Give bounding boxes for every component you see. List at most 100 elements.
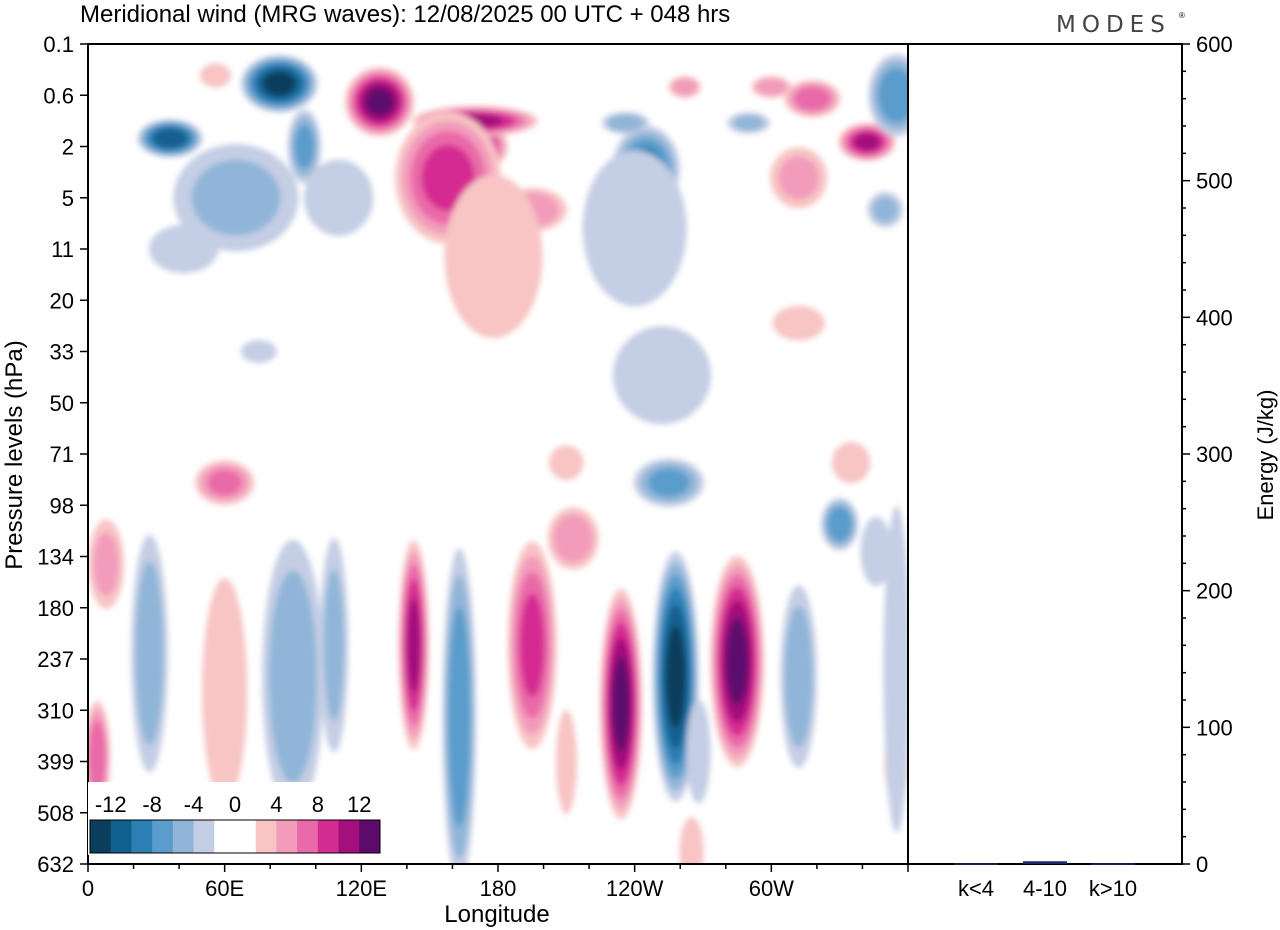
wind-contour-0-5 (263, 71, 296, 96)
colorbar-label: -8 (142, 792, 162, 817)
wind-contour-36-1 (269, 570, 317, 783)
x-axis-label: Longitude (444, 901, 549, 928)
wind-contour-6-3 (421, 144, 475, 211)
wind-contour-43-5 (726, 618, 749, 705)
colorbar-swatch (276, 820, 298, 853)
wind-contour-50-0 (240, 340, 277, 363)
pressure-tick-label: 50 (50, 391, 74, 416)
longitude-tick-label: 60E (205, 876, 244, 901)
wind-contour-49-0 (679, 817, 704, 864)
logo-registered-mark: ® (1179, 11, 1185, 20)
pressure-tick-label: 20 (50, 288, 74, 313)
pressure-tick-label: 5 (62, 186, 74, 211)
energy-bar (1091, 863, 1135, 865)
colorbar-label: 4 (270, 792, 282, 817)
longitude-tick-label: 120E (336, 876, 387, 901)
wind-contour-21-0 (772, 305, 825, 341)
wind-contour-41-5 (612, 656, 630, 752)
energy-tick-label: 500 (1196, 169, 1233, 194)
energy-category-label: 4-10 (1023, 876, 1067, 901)
wind-contour-14-1 (607, 114, 644, 132)
wind-contour-19-1 (778, 156, 819, 200)
pressure-tick-label: 71 (50, 442, 74, 467)
colorbar-label: 0 (229, 792, 241, 817)
wind-contour-22-1 (672, 78, 698, 96)
longitude-axis: 0 60E 120E 180 120W 60W (82, 864, 909, 901)
wind-contour-51-0 (149, 224, 219, 274)
energy-tick-label: 0 (1196, 852, 1208, 877)
energy-axis: 0 100 200 300 400 500 600 (1182, 32, 1233, 877)
pressure-tick-label: 2 (62, 135, 74, 160)
wind-contour-10-2 (294, 125, 314, 168)
wind-contour-28-2 (207, 469, 242, 496)
wind-contour-40-3 (519, 593, 545, 698)
modes-logo: MODES (1056, 12, 1171, 38)
colorbar-swatch (193, 820, 215, 853)
wind-contour-39-2 (448, 606, 471, 827)
chart-title: Meridional wind (MRG waves): 12/08/2025 … (80, 1, 730, 28)
pressure-axis: 0.1 0.6 2 5 11 20 33 50 71 98 134 180 237 310 399 508 63… (37, 32, 88, 877)
wind-contour-25-0 (613, 326, 711, 425)
energy-tick-label: 600 (1196, 32, 1233, 57)
wind-contour-33-2 (88, 720, 106, 794)
colorbar-frame (89, 819, 381, 854)
pressure-tick-label: 134 (37, 545, 74, 570)
pressure-tick-label: 399 (37, 750, 74, 775)
pressure-tick-label: 237 (37, 647, 74, 672)
energy-panel-frame (907, 43, 1183, 865)
wind-contour-24-2 (648, 468, 690, 497)
wind-contour-34-1 (135, 561, 164, 746)
pressure-tick-label: 632 (37, 852, 74, 877)
wind-contour-37-1 (323, 569, 345, 722)
longitude-tick-label: 0 (82, 876, 94, 901)
wind-contour-15-1 (733, 115, 764, 131)
colorbar-swatch (152, 820, 174, 853)
colorbar-swatch (235, 820, 257, 853)
colorbar-swatch (255, 820, 277, 853)
wind-contour-8-0 (444, 174, 543, 339)
energy-category-label: k>10 (1089, 876, 1137, 901)
wind-contour-9-1 (191, 159, 281, 236)
energy-axis-label: Energy (J/kg) (1253, 390, 1278, 521)
wind-contour-2-0 (199, 63, 232, 88)
wind-contour-48-0 (555, 710, 577, 815)
colorbar-swatch (90, 820, 112, 853)
longitude-tick-label: 120W (606, 876, 664, 901)
colorbar-swatch (317, 820, 340, 853)
wind-contour-27-1 (553, 514, 593, 563)
pressure-tick-label: 180 (37, 596, 74, 621)
wind-contour-47-0 (686, 699, 711, 804)
energy-tick-label: 400 (1196, 305, 1233, 330)
wind-contour-38-4 (406, 598, 421, 693)
wind-contour-1-4 (153, 128, 187, 149)
colorbar-label: -4 (184, 792, 204, 817)
colorbar-label: 8 (312, 792, 324, 817)
energy-category-label: k<4 (958, 876, 994, 901)
colorbar-swatch (338, 820, 360, 853)
wind-contour-13-0 (582, 150, 687, 307)
y-axis-label: Pressure levels (hPa) (1, 340, 28, 569)
longitude-tick-label: 180 (480, 876, 517, 901)
energy-tick-label: 200 (1196, 579, 1233, 604)
pressure-tick-label: 11 (51, 237, 74, 262)
colorbar-swatch (172, 820, 195, 853)
wind-contour-35-0 (202, 578, 248, 804)
pressure-tick-label: 0.6 (43, 83, 74, 108)
wind-contour-17-4 (854, 133, 880, 151)
longitude-tick-label: 60W (749, 876, 794, 901)
wind-contour-16-2 (793, 86, 831, 111)
wind-contour-18-2 (878, 68, 908, 123)
colorbar-label: -12 (95, 792, 127, 817)
energy-tick-label: 100 (1196, 715, 1233, 740)
pressure-tick-label: 508 (37, 801, 74, 826)
wind-field (88, 54, 908, 864)
pressure-tick-label: 33 (50, 340, 74, 365)
wind-contour-11-0 (303, 159, 374, 236)
wind-contour-46-0 (883, 505, 908, 833)
colorbar-label: 12 (347, 792, 371, 817)
energy-bar (954, 863, 998, 865)
colorbar-swatch (214, 820, 236, 853)
wind-contour-31-0 (860, 516, 892, 587)
colorbar-swatch (110, 820, 132, 853)
